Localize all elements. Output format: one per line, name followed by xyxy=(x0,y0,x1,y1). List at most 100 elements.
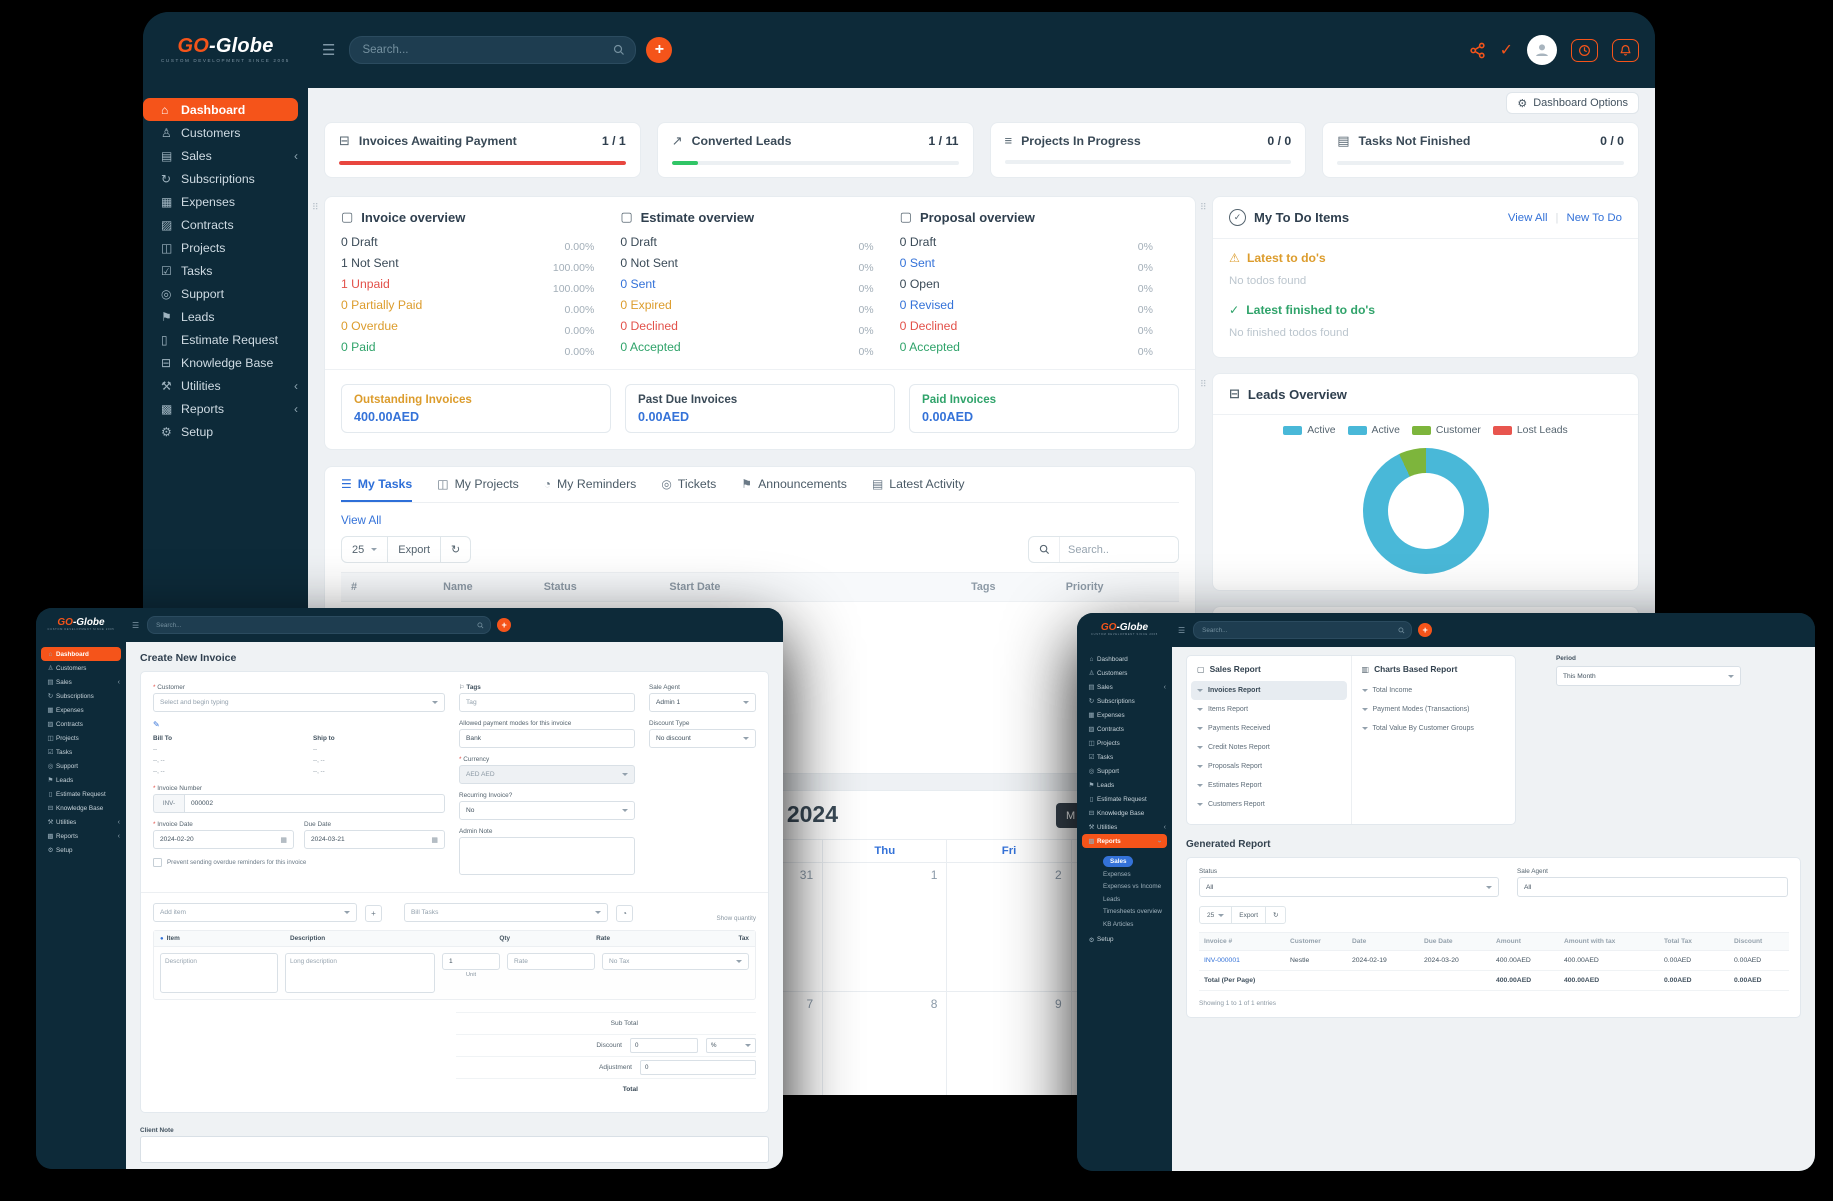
add-item-button[interactable]: + xyxy=(365,905,382,922)
sidebar-item[interactable]: ▨ Contracts xyxy=(1077,722,1172,736)
calendar-day-cell[interactable]: 1 xyxy=(822,862,947,991)
sidebar-item[interactable]: ◎ Support xyxy=(143,282,308,305)
drag-handle-icon[interactable]: ⠿ xyxy=(312,202,319,212)
refresh-button[interactable]: ↻ xyxy=(1265,906,1287,924)
discount-input[interactable]: 0 xyxy=(630,1038,698,1053)
period-select[interactable]: This Month xyxy=(1556,666,1741,686)
status-select[interactable]: All xyxy=(1199,877,1499,897)
report-table-header[interactable]: Date xyxy=(1347,932,1419,951)
stat-card[interactable]: ↗ Converted Leads 1 / 11 xyxy=(656,122,974,178)
add-item-select[interactable]: Add item xyxy=(153,903,357,922)
sale-agent-filter-select[interactable]: All xyxy=(1517,877,1788,897)
report-table-header[interactable]: Amount xyxy=(1491,932,1559,951)
sidebar-toggle-icon[interactable]: ☰ xyxy=(132,620,140,630)
page-size-select[interactable]: 25 xyxy=(341,536,389,563)
report-cell[interactable]: 0.00AED xyxy=(1659,950,1729,971)
sidebar-item[interactable]: ▨ Contracts xyxy=(143,213,308,236)
global-search-input[interactable] xyxy=(154,620,478,630)
tab[interactable]: ☰ My Tasks xyxy=(341,477,413,502)
quick-add-button[interactable]: + xyxy=(497,618,512,632)
sidebar-item[interactable]: ▯ Estimate Request xyxy=(36,787,126,801)
sidebar-item[interactable]: ◎ Support xyxy=(36,759,126,773)
adjustment-input[interactable]: 0 xyxy=(640,1060,756,1075)
sidebar-item[interactable]: ⊟ Knowledge Base xyxy=(36,801,126,815)
view-all-link[interactable]: View All xyxy=(341,514,382,527)
legend-item[interactable]: Lost Leads xyxy=(1492,425,1568,436)
sidebar-item-setup[interactable]: ⚙ Setup xyxy=(1077,933,1172,947)
report-cell[interactable]: 400.00AED xyxy=(1559,950,1659,971)
sidebar-item[interactable]: ▩ Reports ‹ xyxy=(143,397,308,420)
sidebar-item[interactable]: ⚒ Utilities ‹ xyxy=(1077,820,1172,834)
sidebar-item[interactable]: ▦ Expenses xyxy=(1077,708,1172,722)
sidebar-item[interactable]: ◫ Projects xyxy=(143,236,308,259)
tasks-search[interactable] xyxy=(1028,536,1179,563)
sidebar-item[interactable]: ⊟ Knowledge Base xyxy=(143,351,308,374)
report-list-item[interactable]: Credit Notes Report xyxy=(1191,738,1347,757)
calendar-day-cell[interactable]: 8 xyxy=(822,991,947,1095)
tasks-table-header[interactable]: Tags xyxy=(961,572,1056,602)
stat-card[interactable]: ▤ Tasks Not Finished 0 / 0 xyxy=(1322,122,1639,178)
quick-add-button[interactable]: + xyxy=(646,37,673,63)
stat-card[interactable]: ⊟ Invoices Awaiting Payment 1 / 1 xyxy=(324,122,641,178)
sidebar-toggle-icon[interactable]: ☰ xyxy=(322,42,336,59)
sidebar-toggle-icon[interactable]: ☰ xyxy=(1178,625,1186,635)
legend-item[interactable]: Active xyxy=(1283,425,1336,436)
chart-report-item[interactable]: Payment Modes (Transactions) xyxy=(1356,700,1512,719)
sidebar-item[interactable]: ⚒ Utilities ‹ xyxy=(36,815,126,829)
report-cell[interactable]: 400.00AED xyxy=(1491,950,1559,971)
global-search-input[interactable] xyxy=(360,43,614,57)
tab[interactable]: ◔ My Reminders xyxy=(544,477,637,502)
sidebar-item[interactable]: ▤ Sales ‹ xyxy=(1077,680,1172,694)
tab[interactable]: ◫ My Projects xyxy=(437,477,519,502)
sidebar-item[interactable]: ☑ Tasks xyxy=(1077,750,1172,764)
sidebar-item[interactable]: ▩ Reports ‹ xyxy=(1082,834,1167,848)
sidebar-item[interactable]: ♙ Customers xyxy=(1077,666,1172,680)
global-search[interactable] xyxy=(349,36,637,64)
sale-agent-select[interactable]: Admin 1 xyxy=(649,693,756,712)
recurring-select[interactable]: No xyxy=(459,801,635,820)
sidebar-item[interactable]: ♙ Customers xyxy=(143,121,308,144)
sidebar-item[interactable]: ⚑ Leads xyxy=(1077,778,1172,792)
admin-note-textarea[interactable] xyxy=(459,837,635,875)
global-search[interactable] xyxy=(147,616,492,634)
tags-input[interactable]: Tag xyxy=(459,693,635,712)
bill-tasks-select[interactable]: Bill Tasks xyxy=(404,903,608,922)
tasks-table-header[interactable]: # xyxy=(341,572,434,602)
report-list-item[interactable]: Proposals Report xyxy=(1191,757,1347,776)
calendar-day-cell[interactable]: 9 xyxy=(946,991,1071,1095)
sidebar-item[interactable]: ▦ Expenses xyxy=(36,703,126,717)
sidebar-item[interactable]: ▯ Estimate Request xyxy=(1077,792,1172,806)
customer-select[interactable]: Select and begin typing xyxy=(153,693,445,712)
legend-item[interactable]: Active xyxy=(1347,425,1400,436)
tasks-table-header[interactable]: Name xyxy=(433,572,534,602)
sidebar-item[interactable]: ⌂ Dashboard xyxy=(1077,652,1172,666)
drag-handle-icon[interactable]: ⠿ xyxy=(1200,379,1207,389)
chart-report-item[interactable]: Total Income xyxy=(1356,681,1512,700)
global-search-input[interactable] xyxy=(1200,625,1399,635)
discount-type-select[interactable]: No discount xyxy=(649,729,756,748)
avatar[interactable] xyxy=(1527,35,1557,65)
sidebar-item[interactable]: ▤ Sales ‹ xyxy=(36,675,126,689)
report-submenu-item[interactable]: KB Articles xyxy=(1103,920,1134,928)
sidebar-item[interactable]: ▩ Reports ‹ xyxy=(36,829,126,843)
tax-select[interactable]: No Tax xyxy=(602,953,749,970)
timers-button[interactable] xyxy=(1571,38,1598,62)
sidebar-item[interactable]: ⚒ Utilities ‹ xyxy=(143,374,308,397)
todo-view-all-link[interactable]: View All xyxy=(1507,211,1548,224)
tab[interactable]: ⚑ Announcements xyxy=(741,477,847,502)
client-note-textarea[interactable] xyxy=(140,1136,769,1163)
invoice-date-input[interactable]: 2024-02-20 ▦ xyxy=(153,830,294,850)
report-table-header[interactable]: Total Tax xyxy=(1659,932,1729,951)
dashboard-options-button[interactable]: ⚙ Dashboard Options xyxy=(1506,92,1639,114)
notifications-button[interactable] xyxy=(1612,38,1639,62)
report-list-item[interactable]: Estimates Report xyxy=(1191,776,1347,795)
chart-report-item[interactable]: Total Value By Customer Groups xyxy=(1356,719,1512,738)
item-name-textarea[interactable] xyxy=(160,953,278,993)
tasks-search-input[interactable] xyxy=(1060,537,1178,562)
report-list-item[interactable]: Payments Received xyxy=(1191,719,1347,738)
calendar-day-cell[interactable]: 2 xyxy=(946,862,1071,991)
report-table-header[interactable]: Invoice # xyxy=(1199,932,1285,951)
export-button[interactable]: Export xyxy=(1231,906,1267,924)
due-date-input[interactable]: 2024-03-21 ▦ xyxy=(304,830,445,850)
sidebar-item[interactable]: ⚑ Leads xyxy=(143,305,308,328)
